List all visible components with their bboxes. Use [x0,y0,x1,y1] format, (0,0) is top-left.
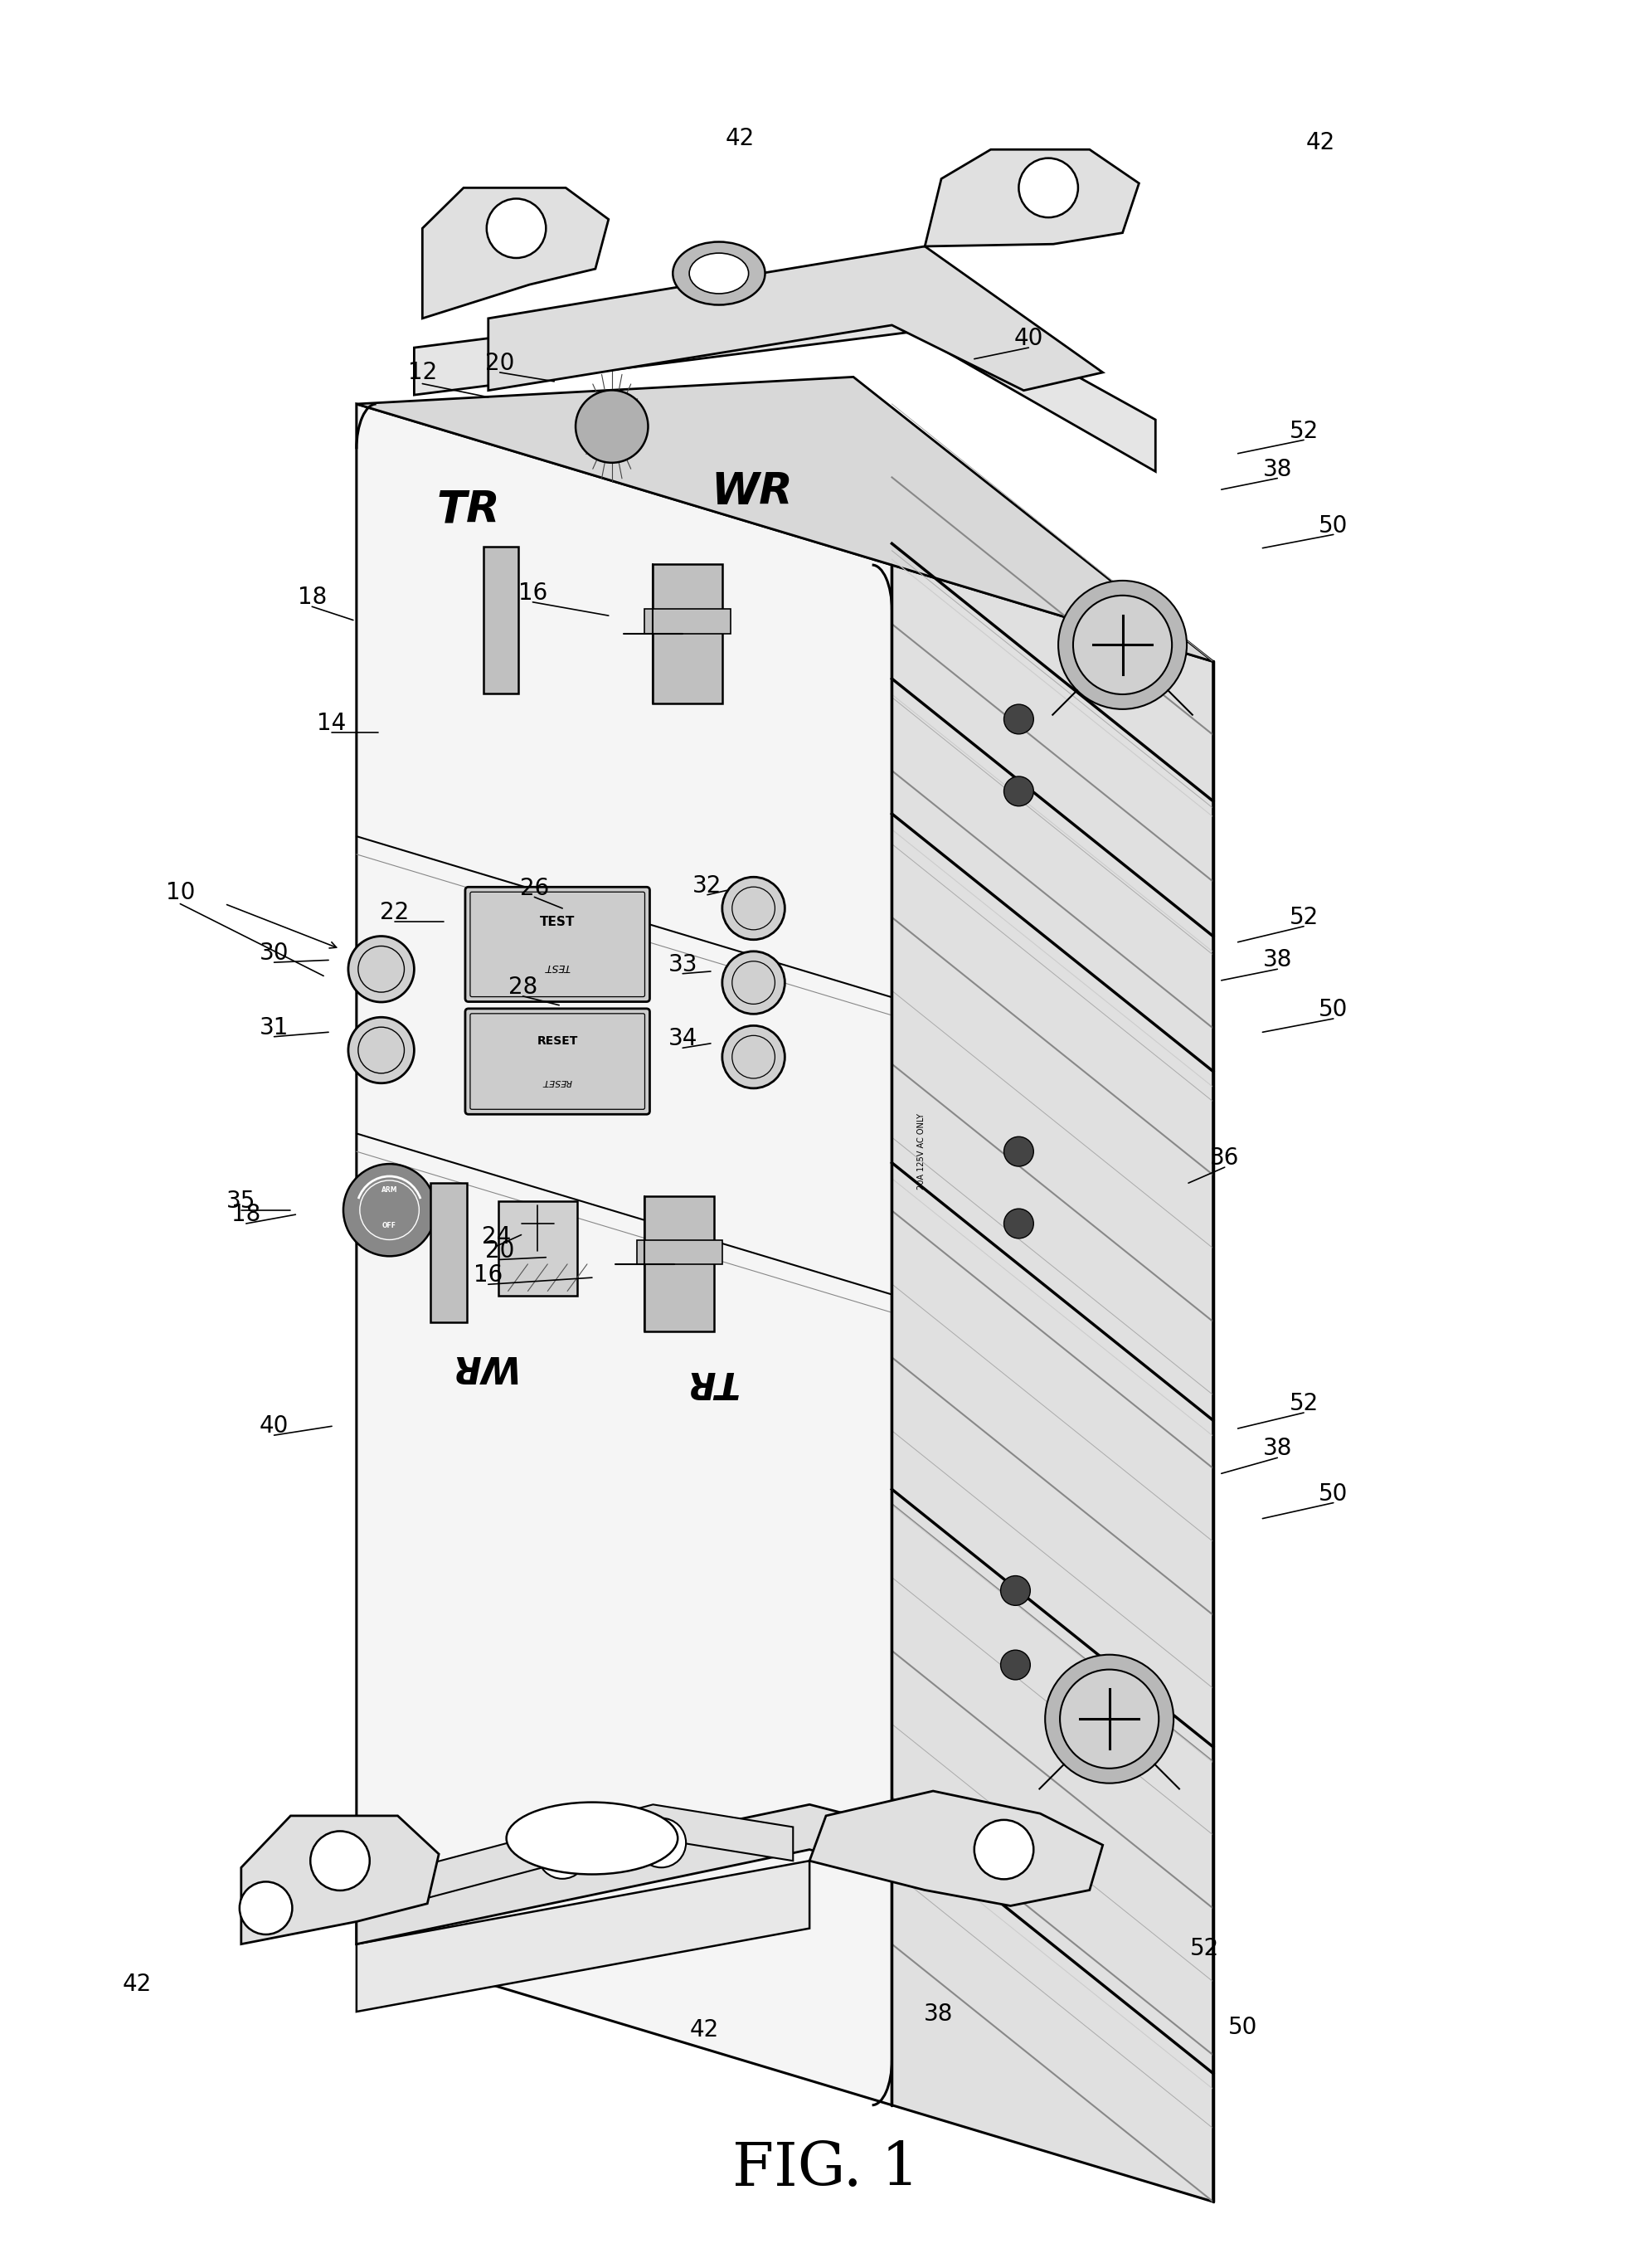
Text: 52: 52 [1289,1393,1318,1416]
Text: 42: 42 [725,126,755,149]
Bar [653,564,722,704]
Text: 12: 12 [408,361,438,384]
Text: 38: 38 [1262,948,1292,971]
Text: 10: 10 [165,881,195,903]
Text: RESET: RESET [544,1077,572,1086]
Circle shape [722,876,785,939]
Text: WR: WR [710,470,793,513]
Text: OFF: OFF [382,1222,396,1231]
Circle shape [636,1818,686,1867]
Text: 40: 40 [1014,327,1044,350]
Polygon shape [357,1804,793,1906]
Text: 20: 20 [486,1240,514,1262]
Text: 16: 16 [519,583,547,605]
Polygon shape [489,246,1104,391]
Circle shape [487,199,545,257]
Bar [431,1183,468,1323]
Text: 20A 125V AC ONLY: 20A 125V AC ONLY [917,1113,925,1190]
Text: WR: WR [446,1348,515,1384]
Circle shape [1061,1669,1158,1768]
Circle shape [1059,580,1186,709]
Text: 33: 33 [667,953,697,975]
Polygon shape [925,149,1138,246]
Text: 28: 28 [509,975,537,998]
Circle shape [1001,1651,1031,1680]
Circle shape [975,1820,1034,1879]
Text: 18: 18 [297,587,327,610]
FancyBboxPatch shape [466,887,649,1003]
Text: 42: 42 [1305,131,1335,154]
Text: 36: 36 [1209,1147,1239,1170]
Text: 14: 14 [317,711,347,736]
Text: 42: 42 [122,1973,152,1996]
Text: 20: 20 [486,352,514,375]
Text: 38: 38 [923,2003,953,2025]
Polygon shape [357,404,892,2104]
Bar [644,607,730,634]
Text: 30: 30 [259,942,289,964]
Text: FIG. 1: FIG. 1 [732,2141,920,2199]
Polygon shape [415,285,1155,472]
Circle shape [722,951,785,1014]
Circle shape [1004,1136,1034,1167]
Ellipse shape [672,242,765,305]
Bar [636,1240,722,1264]
Polygon shape [357,377,1213,662]
Circle shape [1046,1655,1173,1784]
Circle shape [722,1025,785,1088]
Text: TEST: TEST [540,917,575,928]
Bar [484,546,519,693]
Ellipse shape [689,253,748,294]
Text: 50: 50 [1318,1481,1348,1506]
Text: 50: 50 [1318,515,1348,537]
Text: 52: 52 [1289,420,1318,443]
Text: RESET: RESET [537,1036,578,1048]
Polygon shape [423,187,608,318]
Text: 38: 38 [1262,1436,1292,1461]
Text: 32: 32 [692,874,722,896]
Circle shape [1019,158,1079,217]
Circle shape [349,937,415,1003]
Polygon shape [892,564,1213,2202]
Polygon shape [357,1804,942,1944]
Text: 40: 40 [259,1414,289,1438]
Text: TEST: TEST [545,962,570,973]
Text: TR: TR [436,488,501,531]
Text: ARM: ARM [382,1185,398,1194]
Text: 35: 35 [226,1190,256,1213]
Text: 24: 24 [482,1226,510,1249]
Polygon shape [809,1791,1104,1906]
Text: 38: 38 [1262,458,1292,481]
Text: 16: 16 [474,1264,502,1287]
Text: 50: 50 [1318,998,1348,1021]
Circle shape [575,391,648,463]
Circle shape [349,1018,415,1084]
FancyBboxPatch shape [466,1009,649,1113]
Circle shape [1074,596,1171,693]
Text: 42: 42 [689,2019,719,2041]
Circle shape [1001,1576,1031,1605]
Bar [499,1201,577,1296]
Text: 31: 31 [259,1016,289,1039]
Text: 34: 34 [667,1027,697,1050]
Text: 50: 50 [1227,2016,1257,2039]
Circle shape [311,1831,370,1890]
Text: 26: 26 [520,876,548,899]
Circle shape [344,1163,436,1255]
Ellipse shape [507,1802,677,1874]
Circle shape [537,1829,586,1879]
Circle shape [1004,704,1034,734]
Circle shape [240,1881,292,1935]
Text: 18: 18 [231,1204,261,1226]
Polygon shape [241,1815,439,1944]
Circle shape [1004,777,1034,806]
Text: 52: 52 [1191,1937,1219,1960]
Bar [644,1197,714,1332]
Polygon shape [357,1861,809,2012]
Text: TR: TR [684,1364,737,1400]
Text: 22: 22 [380,901,410,924]
Circle shape [1004,1208,1034,1237]
Text: 52: 52 [1289,905,1318,928]
